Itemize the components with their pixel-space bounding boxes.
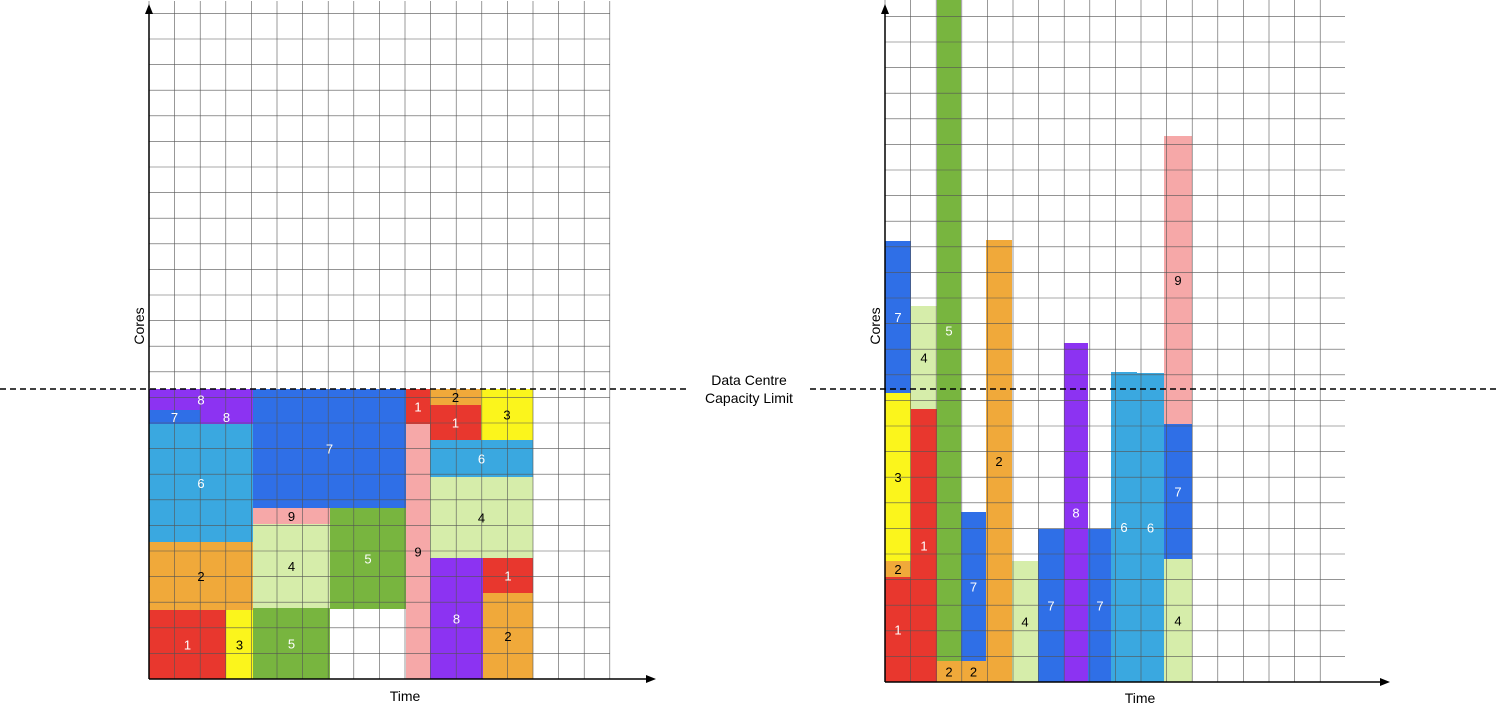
- left-x-axis-arrow-icon: [646, 675, 656, 683]
- left-block-job-8: [149, 389, 253, 410]
- left-block-label: 7: [326, 442, 333, 457]
- right-block-job-2: [986, 240, 1012, 682]
- right-block-job-7: [885, 241, 911, 393]
- left-block-job-8: [200, 410, 253, 424]
- right-block-job-2: [885, 561, 911, 577]
- left-block-job-4: [253, 524, 330, 608]
- left-block-label: 6: [478, 452, 485, 467]
- left-block-label: 5: [288, 637, 295, 652]
- left-y-axis-label: Cores: [131, 307, 147, 344]
- right-block-labels: 7 3 2 1 4 1 5 2 7 2 2 4 7 8 7 6 6 9 7 4: [894, 273, 1181, 680]
- left-block-label: 2: [197, 569, 204, 584]
- right-block-label: 4: [920, 351, 927, 366]
- left-block-job-1: [406, 389, 430, 424]
- right-block-job-1: [885, 577, 911, 682]
- left-block-label: 4: [288, 559, 295, 574]
- left-block-label: 2: [452, 390, 459, 405]
- right-block-label: 2: [995, 454, 1002, 469]
- left-block-label: 1: [414, 400, 421, 415]
- right-block-job-1: [911, 409, 937, 682]
- left-y-axis-arrow-icon: [145, 4, 153, 14]
- right-block-label: 1: [894, 623, 901, 638]
- right-block-job-2: [961, 661, 986, 682]
- right-block-job-2: [937, 661, 961, 682]
- right-block-label: 4: [1021, 615, 1028, 630]
- right-block-label: 6: [1120, 520, 1127, 535]
- right-block-label: 7: [894, 310, 901, 325]
- right-block-label: 9: [1174, 273, 1181, 288]
- right-block-label: 3: [894, 470, 901, 485]
- left-block-label: 8: [453, 612, 460, 627]
- left-block-label: 8: [223, 410, 230, 425]
- left-block-job-6: [149, 424, 253, 542]
- left-x-axis-label: Time: [390, 688, 421, 704]
- right-block-label: 2: [894, 562, 901, 577]
- right-block-label: 2: [970, 665, 977, 680]
- left-block-label: 1: [452, 416, 459, 431]
- left-block-label: 8: [197, 393, 204, 408]
- left-block-job-9: [406, 424, 430, 679]
- left-block-label: 3: [503, 408, 510, 423]
- left-block-job-2: [430, 389, 481, 405]
- right-block-label: 4: [1174, 614, 1181, 629]
- left-block-label: 2: [504, 629, 511, 644]
- left-block-label: 5: [364, 552, 371, 567]
- left-block-label: 1: [184, 638, 191, 653]
- right-block-label: 7: [1174, 485, 1181, 500]
- right-block-label: 8: [1072, 506, 1079, 521]
- right-block-job-4: [911, 306, 937, 409]
- left-block-job-1: [149, 610, 226, 679]
- right-block-job-4: [1012, 561, 1038, 682]
- right-block-label: 6: [1147, 521, 1154, 536]
- left-job-blocks: [149, 389, 533, 679]
- right-y-axis-label: Cores: [867, 307, 883, 344]
- left-block-job-5: [253, 608, 330, 679]
- capacity-limit-label: Data Centre Capacity Limit: [688, 371, 810, 407]
- left-block-job-2: [483, 593, 533, 679]
- right-block-label: 7: [1047, 599, 1054, 614]
- right-block-job-7: [961, 512, 986, 661]
- left-block-job-5: [330, 508, 406, 609]
- right-block-job-5: [937, 0, 961, 661]
- right-block-label: 7: [1096, 599, 1103, 614]
- left-block-label: 7: [171, 410, 178, 425]
- right-block-label: 1: [920, 539, 927, 554]
- right-x-axis-label: Time: [1125, 690, 1156, 706]
- left-block-label: 4: [478, 511, 485, 526]
- left-block-job-3: [226, 610, 253, 679]
- capacity-limit-label-line2: Capacity Limit: [705, 390, 793, 406]
- right-block-label: 5: [945, 324, 952, 339]
- right-block-job-8: [1064, 343, 1088, 682]
- left-block-label: 6: [197, 476, 204, 491]
- left-block-label: 9: [414, 545, 421, 560]
- right-y-axis-arrow-icon: [881, 4, 889, 14]
- right-block-job-7: [1164, 424, 1192, 559]
- left-block-job-1: [430, 405, 481, 440]
- left-block-job-1: [483, 558, 533, 593]
- left-block-label: 3: [236, 638, 243, 653]
- right-block-job-9: [1164, 136, 1192, 424]
- right-unpacked-diagram: 7 3 2 1 4 1 5 2 7 2 2 4 7 8 7 6 6 9 7 4 Time Cores: [867, 0, 1390, 706]
- right-block-label: 2: [945, 665, 952, 680]
- right-x-axis-arrow-icon: [1380, 678, 1390, 686]
- right-block-label: 7: [970, 580, 977, 595]
- capacity-limit-label-line1: Data Centre: [711, 372, 787, 388]
- left-block-job-2: [149, 542, 253, 610]
- left-block-job-9: [253, 508, 330, 524]
- left-block-label: 9: [288, 509, 295, 524]
- left-block-label: 1: [504, 569, 511, 584]
